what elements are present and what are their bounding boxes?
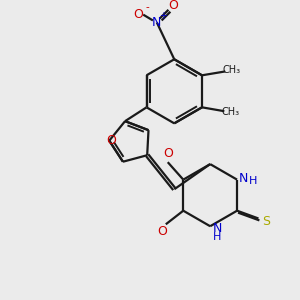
Text: CH₃: CH₃ <box>222 65 240 75</box>
Text: CH₃: CH₃ <box>221 107 239 117</box>
Text: +: + <box>159 11 167 21</box>
Text: O: O <box>134 8 143 21</box>
Text: O: O <box>106 134 116 147</box>
Text: N: N <box>152 16 161 29</box>
Text: O: O <box>168 0 178 12</box>
Text: O: O <box>157 225 167 238</box>
Text: H: H <box>213 232 221 242</box>
Text: -: - <box>145 2 149 12</box>
Text: N: N <box>239 172 249 185</box>
Text: N: N <box>212 222 222 235</box>
Text: O: O <box>163 147 173 160</box>
Text: H: H <box>248 176 257 186</box>
Text: S: S <box>262 215 270 228</box>
